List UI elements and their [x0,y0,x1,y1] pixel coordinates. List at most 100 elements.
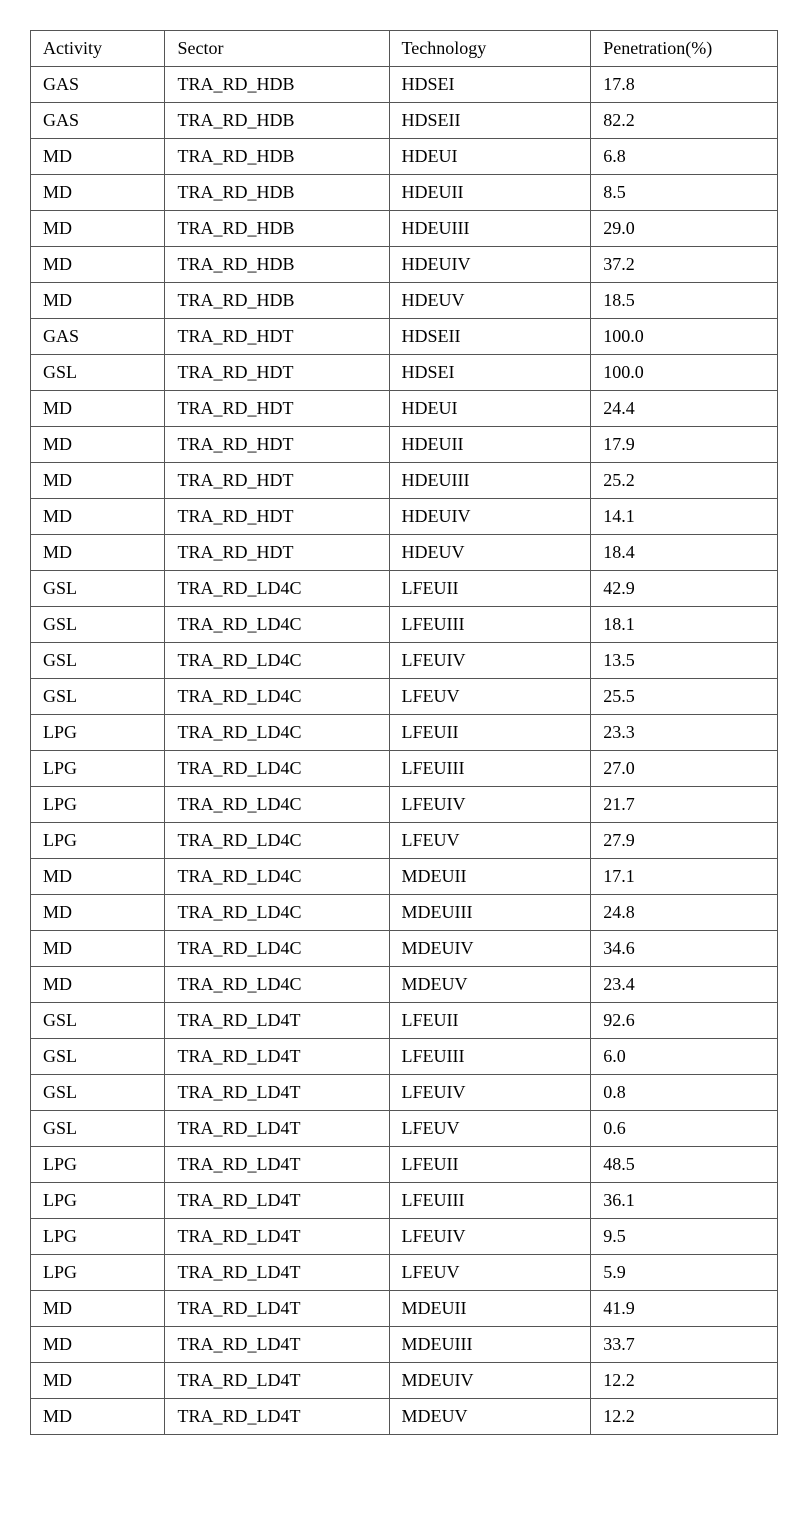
table-cell: TRA_RD_HDB [165,247,389,283]
table-cell: HDEUII [389,427,591,463]
table-cell: HDSEI [389,67,591,103]
table-cell: TRA_RD_LD4C [165,751,389,787]
table-header: Activity Sector Technology Penetration(%… [31,31,778,67]
table-cell: 6.8 [591,139,778,175]
table-row: GSLTRA_RD_LD4CLFEUIII18.1 [31,607,778,643]
table-cell: TRA_RD_LD4T [165,1183,389,1219]
table-row: GSLTRA_RD_LD4TLFEUV0.6 [31,1111,778,1147]
table-cell: MDEUIV [389,931,591,967]
table-row: MDTRA_RD_HDBHDEUIII29.0 [31,211,778,247]
table-row: MDTRA_RD_HDBHDEUII8.5 [31,175,778,211]
table-cell: 25.2 [591,463,778,499]
table-cell: LPG [31,823,165,859]
table-row: GASTRA_RD_HDTHDSEII100.0 [31,319,778,355]
table-cell: HDEUIV [389,247,591,283]
table-cell: TRA_RD_LD4T [165,1399,389,1435]
table-cell: TRA_RD_HDB [165,67,389,103]
table-cell: HDEUV [389,283,591,319]
table-body: GASTRA_RD_HDBHDSEI17.8GASTRA_RD_HDBHDSEI… [31,67,778,1435]
table-cell: GSL [31,1111,165,1147]
table-row: MDTRA_RD_LD4TMDEUV12.2 [31,1399,778,1435]
table-cell: 100.0 [591,355,778,391]
header-sector: Sector [165,31,389,67]
table-cell: MD [31,427,165,463]
table-cell: 18.5 [591,283,778,319]
table-cell: MD [31,1363,165,1399]
table-cell: MD [31,1399,165,1435]
table-cell: MD [31,1291,165,1327]
table-cell: 27.0 [591,751,778,787]
table-cell: 42.9 [591,571,778,607]
table-cell: MD [31,535,165,571]
table-cell: GSL [31,1003,165,1039]
data-table: Activity Sector Technology Penetration(%… [30,30,778,1435]
table-cell: 0.8 [591,1075,778,1111]
table-cell: TRA_RD_HDT [165,427,389,463]
table-row: MDTRA_RD_HDTHDEUV18.4 [31,535,778,571]
table-cell: MD [31,391,165,427]
table-cell: HDEUV [389,535,591,571]
table-row: GSLTRA_RD_LD4CLFEUII42.9 [31,571,778,607]
table-cell: LFEUIV [389,1219,591,1255]
table-cell: LFEUV [389,1255,591,1291]
table-cell: LPG [31,1219,165,1255]
table-cell: MD [31,931,165,967]
table-cell: MD [31,859,165,895]
table-cell: LPG [31,1147,165,1183]
table-cell: GSL [31,607,165,643]
table-cell: 36.1 [591,1183,778,1219]
table-cell: MD [31,211,165,247]
table-cell: MDEUV [389,967,591,1003]
table-cell: LFEUII [389,1147,591,1183]
table-cell: MDEUV [389,1399,591,1435]
table-cell: TRA_RD_HDB [165,175,389,211]
table-cell: TRA_RD_LD4T [165,1255,389,1291]
table-cell: MD [31,283,165,319]
table-cell: TRA_RD_LD4C [165,895,389,931]
table-cell: LFEUV [389,679,591,715]
table-cell: MDEUIII [389,1327,591,1363]
table-cell: 82.2 [591,103,778,139]
table-cell: 14.1 [591,499,778,535]
table-cell: MD [31,175,165,211]
table-cell: HDSEII [389,103,591,139]
table-cell: HDSEI [389,355,591,391]
table-cell: 13.5 [591,643,778,679]
table-cell: HDEUI [389,139,591,175]
table-row: MDTRA_RD_LD4TMDEUIII33.7 [31,1327,778,1363]
header-activity: Activity [31,31,165,67]
table-cell: HDEUI [389,391,591,427]
table-cell: 24.8 [591,895,778,931]
table-cell: TRA_RD_LD4T [165,1147,389,1183]
table-cell: TRA_RD_HDT [165,355,389,391]
table-cell: 92.6 [591,1003,778,1039]
table-cell: 23.3 [591,715,778,751]
table-cell: TRA_RD_HDB [165,103,389,139]
table-cell: 18.4 [591,535,778,571]
table-cell: LFEUIV [389,643,591,679]
table-cell: LFEUII [389,715,591,751]
table-cell: TRA_RD_LD4C [165,967,389,1003]
table-row: LPGTRA_RD_LD4TLFEUIV9.5 [31,1219,778,1255]
table-cell: TRA_RD_LD4T [165,1111,389,1147]
table-cell: TRA_RD_LD4C [165,823,389,859]
table-cell: 17.9 [591,427,778,463]
table-cell: 100.0 [591,319,778,355]
table-row: MDTRA_RD_HDTHDEUIV14.1 [31,499,778,535]
table-cell: MD [31,499,165,535]
table-row: MDTRA_RD_HDTHDEUII17.9 [31,427,778,463]
table-cell: TRA_RD_HDT [165,391,389,427]
table-row: MDTRA_RD_LD4TMDEUII41.9 [31,1291,778,1327]
table-cell: TRA_RD_LD4T [165,1075,389,1111]
table-row: GSLTRA_RD_LD4TLFEUIII6.0 [31,1039,778,1075]
table-cell: GSL [31,571,165,607]
table-row: LPGTRA_RD_LD4CLFEUIV21.7 [31,787,778,823]
table-cell: 12.2 [591,1399,778,1435]
table-cell: LFEUIII [389,751,591,787]
table-cell: 24.4 [591,391,778,427]
table-cell: 12.2 [591,1363,778,1399]
table-cell: MDEUII [389,1291,591,1327]
table-cell: TRA_RD_HDB [165,283,389,319]
table-cell: TRA_RD_LD4C [165,715,389,751]
table-cell: 25.5 [591,679,778,715]
